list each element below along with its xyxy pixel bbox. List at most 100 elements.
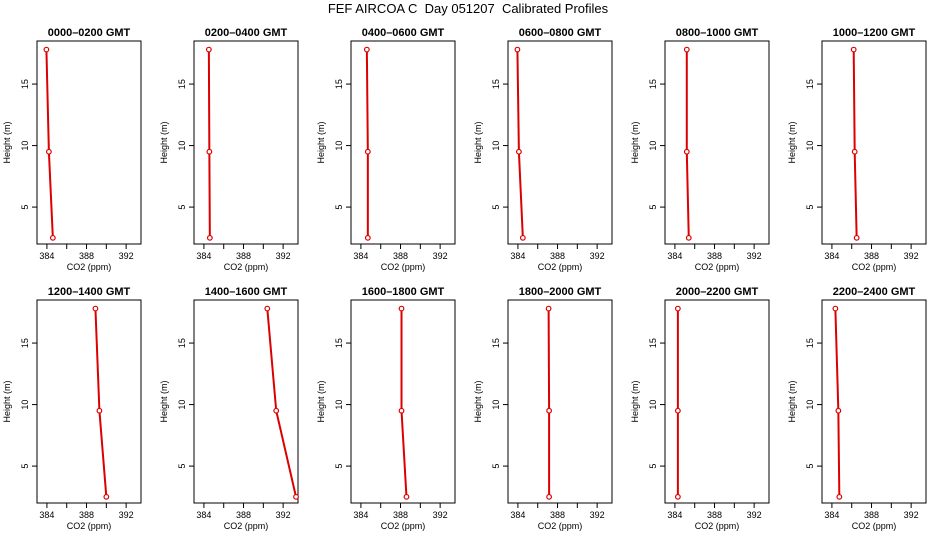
panel-1-y-tick-label: 5: [20, 205, 30, 210]
panel-12-data-point: [832, 305, 839, 312]
panel-10-y-tick-label: 15: [491, 338, 501, 348]
panel-3-y-tick-label: 10: [334, 141, 344, 151]
panel-9-data-point: [403, 493, 410, 500]
panel-11-y-tick-label: 10: [648, 400, 658, 410]
panel-5-x-axis-label: CO2 (ppm): [695, 262, 740, 272]
panel-1-frame: [36, 40, 142, 245]
panel-6-y-tick-label: 15: [805, 79, 815, 89]
panel-6-x-tick-label: 392: [904, 251, 919, 261]
panel-3-x-axis-label: CO2 (ppm): [381, 262, 426, 272]
panel-9-x-tick-label: 384: [353, 510, 368, 520]
panel-4-x-tick-label: 388: [550, 251, 565, 261]
panel-1-data-point: [49, 234, 56, 241]
panel-4-x-tick-label: 392: [590, 251, 605, 261]
panel-4-frame: [507, 40, 613, 245]
panel-12-y-tick-label: 5: [805, 464, 815, 469]
panel-4-x-axis-label: CO2 (ppm): [538, 262, 583, 272]
panel-10-y-axis-label: Height (m): [473, 380, 483, 422]
panel-2-x-tick-label: 388: [236, 251, 251, 261]
panel-9-y-tick-label: 15: [334, 338, 344, 348]
panel-2-title: 0200–0400 GMT: [205, 27, 288, 39]
panel-8: 1400–1600 GMT 384 388 392 5 10 15 CO2 (ppm) Heig…: [159, 286, 299, 531]
figure-title: FEF AIRCOA C Day 051207 Calibrated Profi…: [327, 1, 609, 16]
panel-11-frame: [664, 299, 770, 504]
panel-7-data-point: [96, 407, 103, 414]
panel-1-title: 0000–0200 GMT: [48, 27, 131, 39]
panel-12-y-tick-label: 10: [805, 400, 815, 410]
panel-2-x-tick-label: 392: [276, 251, 291, 261]
panel-7-x-axis-label: CO2 (ppm): [67, 521, 112, 531]
panel-9-x-axis-label: CO2 (ppm): [381, 521, 426, 531]
panel-7-y-tick-label: 5: [20, 464, 30, 469]
panel-2-x-axis-label: CO2 (ppm): [224, 262, 269, 272]
panel-12-profile-line: [834, 308, 841, 497]
panel-4-data-point: [519, 234, 526, 241]
panel-1-x-tick-label: 388: [79, 251, 94, 261]
panel-12: 2200–2400 GMT 384 388 392 5 10 15 CO2 (ppm) Heig…: [787, 286, 927, 531]
panel-11: 2000–2200 GMT 384 388 392 5 10 15 CO2 (ppm) Heig…: [630, 286, 770, 531]
panel-9-title: 1600–1800 GMT: [362, 286, 445, 298]
panel-4: 0600–0800 GMT 384 388 392 5 10 15 CO2 (ppm) Heig…: [473, 27, 613, 272]
panel-5-data-point: [683, 46, 690, 53]
panel-8-y-axis-label: Height (m): [159, 380, 169, 422]
panel-1-x-axis-label: CO2 (ppm): [67, 262, 112, 272]
panel-10-x-tick-label: 388: [550, 510, 565, 520]
panel-10-y-tick-label: 10: [491, 400, 501, 410]
panel-9-y-axis-label: Height (m): [316, 380, 326, 422]
panel-3-x-tick-label: 384: [353, 251, 368, 261]
panel-6-y-tick-label: 5: [805, 205, 815, 210]
panel-3-frame: [350, 40, 456, 245]
panel-11-y-tick-label: 5: [648, 464, 658, 469]
panel-1-y-tick-label: 10: [20, 141, 30, 151]
panel-7: 1200–1400 GMT 384 388 392 5 10 15 CO2 (ppm) Heig…: [2, 286, 142, 531]
panel-1-x-tick-label: 392: [119, 251, 134, 261]
panel-12-frame: [821, 299, 927, 504]
panel-2-y-tick-label: 15: [177, 79, 187, 89]
panel-5-x-tick-label: 384: [667, 251, 682, 261]
panel-9-x-tick-label: 388: [393, 510, 408, 520]
panel-4-data-point: [514, 46, 521, 53]
panel-1-data-point: [45, 148, 52, 155]
panel-6-y-axis-label: Height (m): [787, 121, 797, 163]
panel-5-x-tick-label: 392: [747, 251, 762, 261]
panel-5-data-point: [685, 234, 692, 241]
panel-10-data-point: [546, 407, 553, 414]
panel-7-data-point: [103, 493, 110, 500]
panel-8-x-axis-label: CO2 (ppm): [224, 521, 269, 531]
panel-4-y-axis-label: Height (m): [473, 121, 483, 163]
panel-2-data-point: [205, 46, 212, 53]
panel-9: 1600–1800 GMT 384 388 392 5 10 15 CO2 (ppm) Heig…: [316, 286, 456, 531]
panel-5-y-tick-label: 10: [648, 141, 658, 151]
panel-9-frame: [350, 299, 456, 504]
panel-8-y-tick-label: 5: [177, 464, 187, 469]
panel-12-y-tick-label: 15: [805, 338, 815, 348]
panel-2-data-point: [206, 148, 213, 155]
panel-2-frame: [193, 40, 299, 245]
panel-10-frame: [507, 299, 613, 504]
panel-5-frame: [664, 40, 770, 245]
panel-8-y-tick-label: 10: [177, 400, 187, 410]
panel-3-data-point: [363, 46, 370, 53]
panel-5-y-tick-label: 15: [648, 79, 658, 89]
panel-3-y-tick-label: 5: [334, 205, 344, 210]
panel-12-x-tick-label: 392: [904, 510, 919, 520]
panel-9-y-tick-label: 5: [334, 464, 344, 469]
panel-8-data-point: [273, 407, 280, 414]
panel-7-profile-line: [94, 308, 108, 497]
panel-11-x-tick-label: 388: [707, 510, 722, 520]
panel-6-x-tick-label: 384: [824, 251, 839, 261]
panel-8-x-tick-label: 384: [196, 510, 211, 520]
panel-10-data-point: [545, 305, 552, 312]
panel-12-data-point: [836, 493, 843, 500]
panel-4-y-tick-label: 10: [491, 141, 501, 151]
panel-6-x-tick-label: 388: [864, 251, 879, 261]
panel-7-x-tick-label: 388: [79, 510, 94, 520]
panel-12-title: 2200–2400 GMT: [833, 286, 916, 298]
panel-5: 0800–1000 GMT 384 388 392 5 10 15 CO2 (ppm) Heig…: [630, 27, 770, 272]
panel-10-data-point: [546, 493, 553, 500]
panel-6-profile-line: [852, 49, 858, 238]
panel-3-y-tick-label: 15: [334, 79, 344, 89]
panel-1-y-axis-label: Height (m): [2, 121, 12, 163]
panel-8-title: 1400–1600 GMT: [205, 286, 288, 298]
panel-10-x-axis-label: CO2 (ppm): [538, 521, 583, 531]
